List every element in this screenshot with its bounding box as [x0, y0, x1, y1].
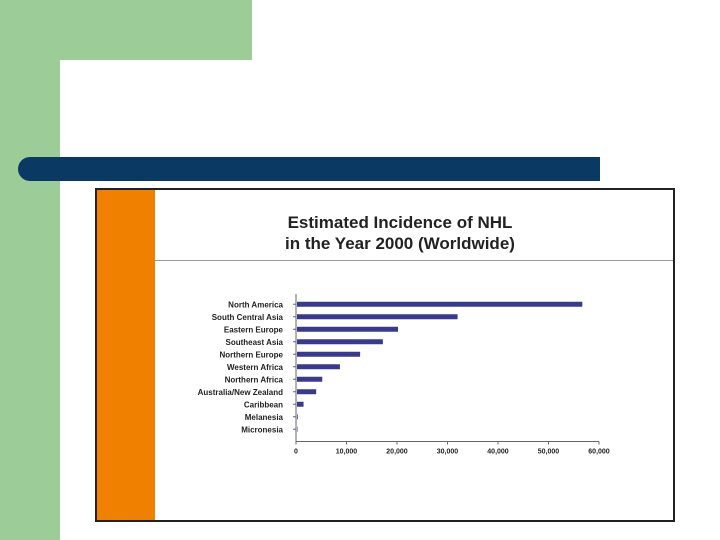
x-tick-label: 20,000	[386, 449, 408, 456]
x-tick-label: 0	[294, 449, 298, 456]
bar-south-central-asia	[297, 314, 458, 320]
category-label: Northern Africa	[225, 375, 284, 384]
chart-accent-bar	[97, 190, 155, 520]
content-corner	[60, 60, 120, 120]
category-label: Northern Europe	[219, 350, 283, 359]
category-label: Southeast Asia	[226, 338, 284, 347]
bar-western-africa	[297, 364, 340, 370]
bar-australia-new-zealand	[297, 389, 317, 395]
bar-eastern-europe	[297, 326, 398, 332]
category-label: Micronesia	[241, 425, 283, 434]
category-label: Melanesia	[245, 413, 284, 422]
bar-melanesia	[297, 414, 298, 420]
chart-panel: Estimated Incidence of NHL in the Year 2…	[95, 188, 675, 522]
slide-title-bar	[18, 157, 600, 181]
title-divider	[155, 260, 673, 261]
category-label: Caribbean	[244, 400, 283, 409]
category-label: North America	[228, 300, 283, 309]
bar-northern-africa	[297, 376, 323, 382]
bar-southeast-asia	[297, 339, 383, 345]
chart-title-line-2: in the Year 2000 (Worldwide)	[285, 234, 515, 253]
bar-micronesia	[297, 426, 298, 432]
bar-chart: North America South Central Asia Eastern E…	[198, 294, 610, 456]
category-label: Australia/New Zealand	[198, 388, 283, 397]
x-tick-label: 30,000	[437, 449, 459, 456]
x-tick-label: 10,000	[336, 449, 358, 456]
x-tick-label: 50,000	[538, 449, 560, 456]
bar-north-america	[297, 301, 583, 307]
category-label: South Central Asia	[212, 313, 284, 322]
chart-title: Estimated Incidence of NHL in the Year 2…	[235, 212, 565, 254]
bar-northern-europe	[297, 351, 361, 357]
x-tick-label: 60,000	[588, 449, 610, 456]
chart-title-line-1: Estimated Incidence of NHL	[287, 213, 513, 232]
accent-strip-left	[0, 0, 60, 540]
category-label: Eastern Europe	[224, 325, 284, 334]
accent-strip-top	[0, 0, 252, 60]
bar-caribbean	[297, 401, 304, 407]
category-label: Western Africa	[227, 363, 284, 372]
x-tick-label: 40,000	[487, 449, 509, 456]
